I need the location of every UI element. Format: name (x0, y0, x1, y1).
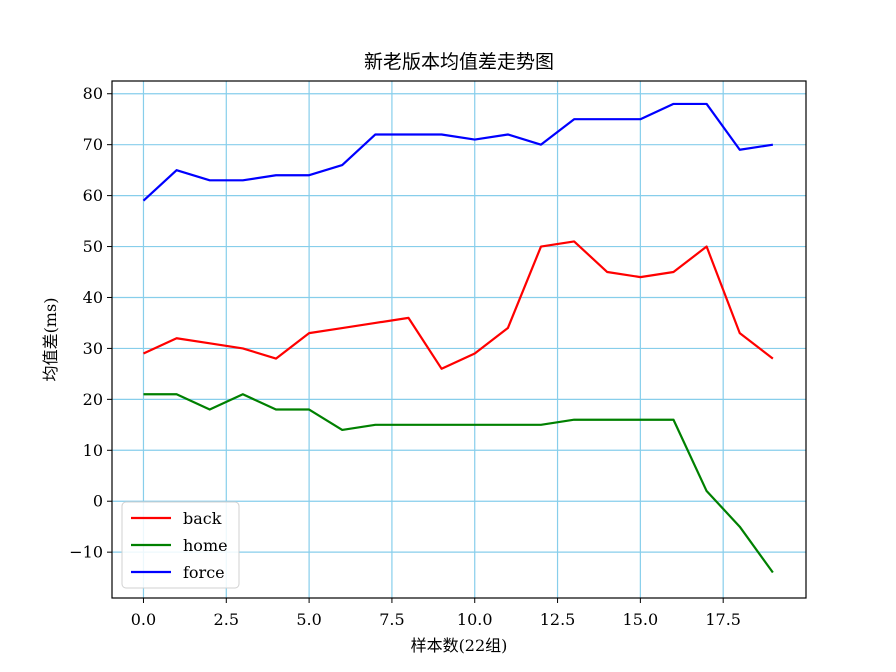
grid (112, 81, 806, 598)
axes-frame (111, 80, 807, 599)
x-tick-label: 7.5 (379, 610, 404, 629)
x-tick-label: 0.0 (131, 610, 156, 629)
axis-ticks: 0.0 2.5 5.0 7.5 10.0 12.5 15.0 17.5 −10 0 10 20 30 40… (69, 84, 741, 629)
y-tick-label: 80 (83, 84, 103, 103)
chart-title: 新老版本均值差走势图 (364, 51, 554, 73)
x-tick-label: 5.0 (296, 610, 321, 629)
legend-label-force: force (183, 563, 225, 582)
x-tick-label: 15.0 (623, 610, 659, 629)
series-line-home (143, 393, 774, 574)
y-tick-label: 0 (93, 492, 103, 511)
y-tick-label: 30 (83, 339, 103, 358)
y-axis-label: 均值差(ms) (41, 298, 60, 382)
y-tick-label: −10 (69, 543, 103, 562)
y-tick-label: 60 (83, 186, 103, 205)
x-tick-label: 17.5 (705, 610, 741, 629)
x-tick-label: 12.5 (540, 610, 576, 629)
y-tick-label: 70 (83, 135, 103, 154)
x-tick-label: 2.5 (214, 610, 239, 629)
legend-label-home: home (183, 536, 228, 555)
legend-box (121, 501, 240, 589)
y-tick-label: 20 (83, 390, 103, 409)
series-line-back (143, 240, 774, 370)
y-tick-label: 10 (83, 441, 103, 460)
y-tick-label: 50 (83, 237, 103, 256)
legend-label-back: back (183, 509, 222, 528)
legend: back home force (121, 501, 240, 589)
y-tick-label: 40 (83, 288, 103, 307)
x-axis-label: 样本数(22组) (411, 636, 508, 655)
x-tick-label: 10.0 (457, 610, 493, 629)
series-line-force (142, 102, 774, 202)
series-lines (142, 102, 774, 574)
